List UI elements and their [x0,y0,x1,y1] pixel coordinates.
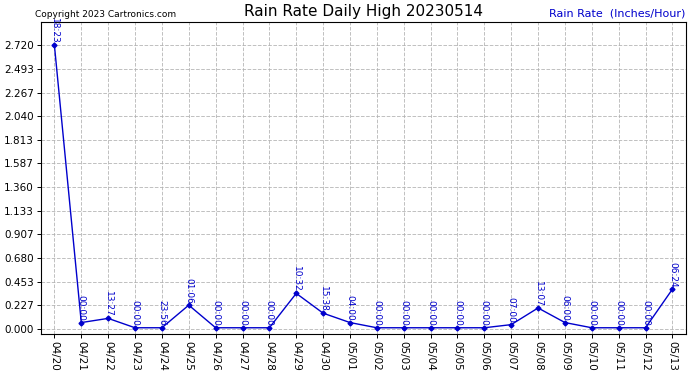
Text: 13:07: 13:07 [533,280,542,306]
Text: 00:00: 00:00 [614,300,623,326]
Text: 13:27: 13:27 [104,291,112,317]
Text: Rain Rate  (Inches/Hour): Rain Rate (Inches/Hour) [549,9,686,19]
Text: 23:56: 23:56 [157,300,166,326]
Text: 00:00: 00:00 [238,300,247,326]
Text: 00:00: 00:00 [373,300,382,326]
Text: 18:23: 18:23 [50,18,59,44]
Text: 00:00: 00:00 [480,300,489,326]
Text: 04:00: 04:00 [346,295,355,321]
Text: 10:32: 10:32 [292,266,301,292]
Text: 00:00: 00:00 [265,300,274,326]
Text: 00:00: 00:00 [400,300,408,326]
Text: 00:00: 00:00 [211,300,220,326]
Text: 00:00: 00:00 [77,295,86,321]
Text: 00:00: 00:00 [641,300,650,326]
Text: 00:00: 00:00 [453,300,462,326]
Text: 07:00: 07:00 [506,297,515,323]
Text: 15:38: 15:38 [319,286,328,312]
Text: 01:06: 01:06 [184,278,193,304]
Text: Copyright 2023 Cartronics.com: Copyright 2023 Cartronics.com [34,10,176,19]
Text: 00:00: 00:00 [426,300,435,326]
Text: 06:00: 06:00 [560,295,569,321]
Text: 00:00: 00:00 [130,300,139,326]
Text: 00:00: 00:00 [587,300,596,326]
Title: Rain Rate Daily High 20230514: Rain Rate Daily High 20230514 [244,4,483,19]
Text: 06:24: 06:24 [668,262,677,288]
